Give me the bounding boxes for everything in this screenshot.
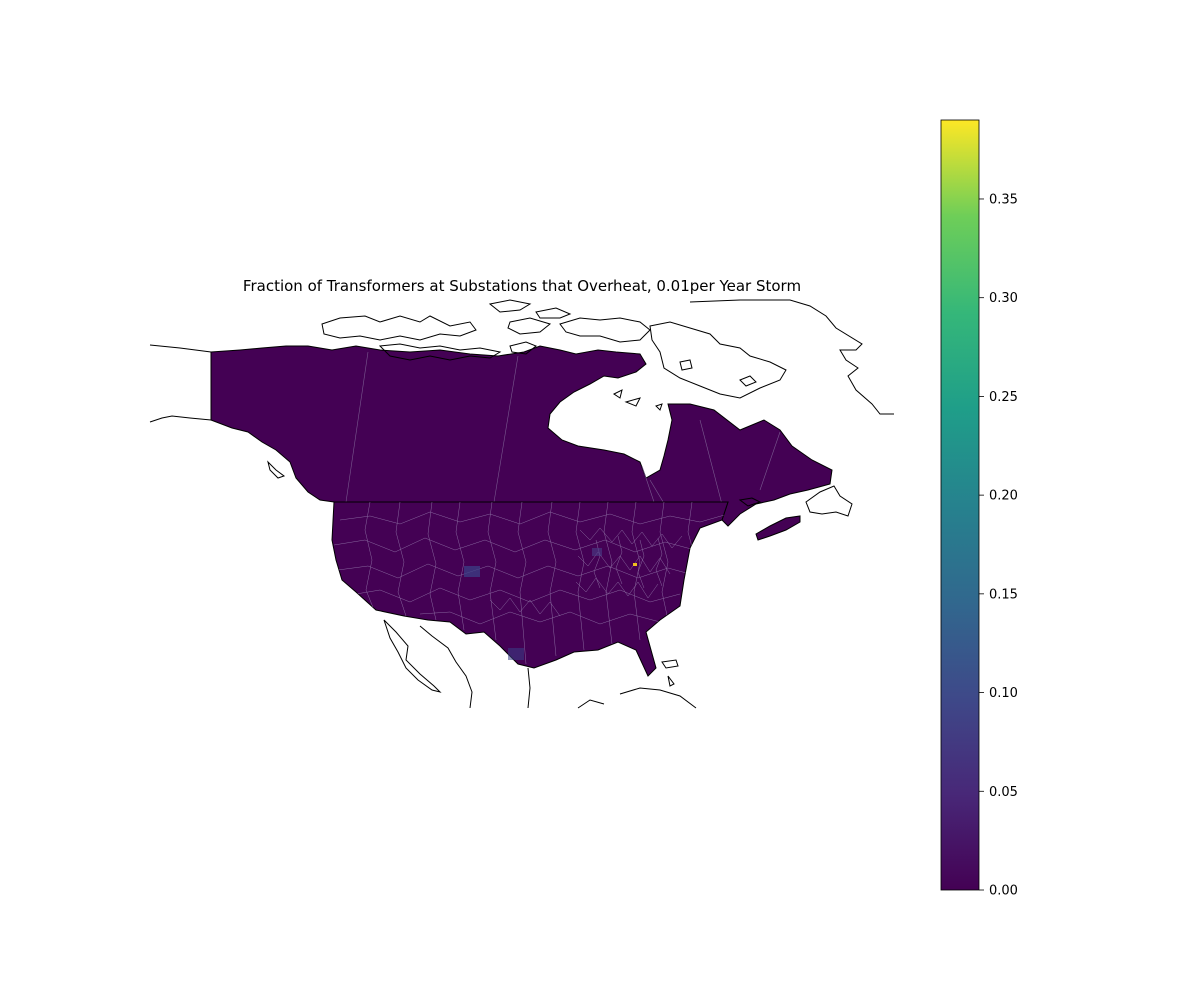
map-title: Fraction of Transformers at Substations … <box>242 277 802 295</box>
colorbar-ticks: 0.00 0.05 0.10 0.15 0.20 0.25 0.30 0.35 <box>979 192 1018 899</box>
colorbar-tick-label: 0.10 <box>989 686 1018 701</box>
colorbar-tick-label: 0.25 <box>989 390 1018 405</box>
pei-region <box>738 497 762 507</box>
usa-region-cells <box>333 502 728 665</box>
usa-region <box>331 501 729 677</box>
elevated-region-texas <box>508 648 524 660</box>
province-borders <box>345 351 781 531</box>
elevated-region-east <box>592 548 602 556</box>
coastlines <box>149 299 894 709</box>
colorbar-tick-label: 0.05 <box>989 785 1018 800</box>
elevated-region <box>464 566 480 577</box>
maritime-region <box>755 515 801 541</box>
canada-alaska-region <box>210 345 833 527</box>
hotspot-region <box>633 563 637 566</box>
colorbar-tick-label: 0.30 <box>989 291 1018 306</box>
colorbar-tick-label: 0.35 <box>989 192 1018 207</box>
colorbar-tick-label: 0.15 <box>989 587 1018 602</box>
colorbar <box>940 119 980 891</box>
colorbar-tick-label: 0.00 <box>989 884 1018 899</box>
colorbar-tick-label: 0.20 <box>989 489 1018 504</box>
